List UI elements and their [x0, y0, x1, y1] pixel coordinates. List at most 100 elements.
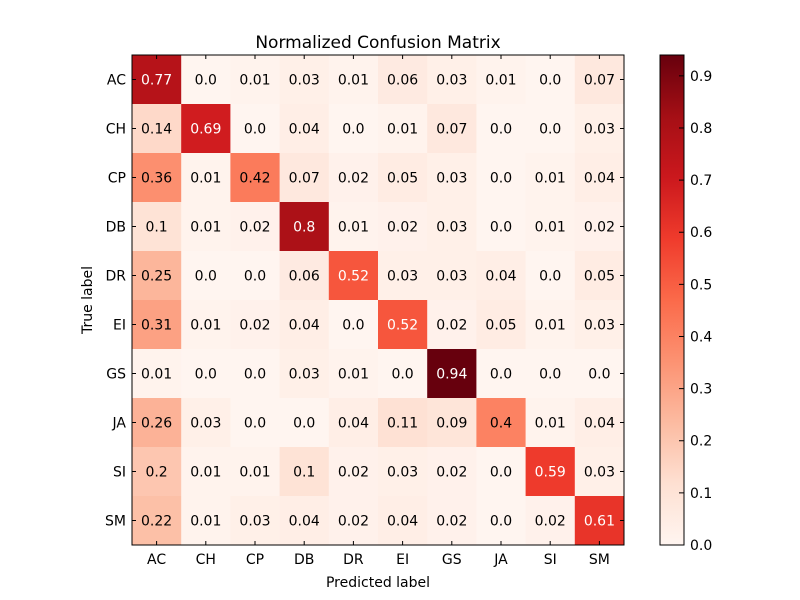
cell-value-label: 0.36: [141, 171, 172, 187]
heatmap-cell: [427, 104, 477, 154]
heatmap-cell: [427, 251, 477, 301]
heatmap-cell: [230, 55, 281, 105]
heatmap-cell: [476, 496, 527, 546]
cell-value-label: 0.03: [584, 318, 615, 334]
cell-value-label: 0.4: [490, 416, 512, 432]
cell-value-label: 0.03: [436, 220, 467, 236]
heatmap-cell: [427, 300, 477, 350]
cell-value-label: 0.01: [190, 171, 221, 187]
heatmap-cell: [476, 300, 527, 350]
cell-value-label: 0.01: [535, 416, 566, 432]
colorbar-ticks: 0.0 0.1 0.2 0.3 0.4 0.5 0.6 0.7 0.8 0.9: [679, 69, 712, 554]
cell-value-label: 0.01: [338, 367, 369, 383]
heatmap-cell: [328, 202, 379, 252]
heatmap-cell: [230, 202, 281, 252]
cell-value-label: 0.0: [490, 367, 512, 383]
cell-value-label: 0.01: [239, 73, 270, 89]
x-tick-label: CH: [196, 552, 216, 568]
cell-value-label: 0.06: [387, 73, 418, 89]
cell-value-label: 0.0: [588, 367, 610, 383]
colorbar-tick-label: 0.2: [690, 434, 712, 450]
y-tick-label: CP: [108, 171, 126, 187]
heatmap-cell: [328, 153, 379, 203]
heatmap-cell: [525, 104, 576, 154]
cell-value-label: 0.03: [387, 269, 418, 285]
cell-value-label: 0.0: [195, 269, 217, 285]
colorbar-tick-label: 0.8: [690, 121, 712, 137]
heatmap-cell: [230, 300, 281, 350]
heatmap-cell: [427, 55, 477, 105]
heatmap-cell: [230, 104, 281, 154]
heatmap-cell: [378, 55, 428, 105]
cell-value-label: 0.0: [539, 73, 561, 89]
heatmap-cell: [378, 153, 428, 203]
heatmap-cell: [525, 153, 576, 203]
y-tick-label: DR: [105, 269, 126, 285]
heatmap-cell: [132, 202, 182, 252]
heatmap-cell: [476, 153, 527, 203]
heatmap-cell: [525, 398, 576, 448]
heatmap-cell: [181, 202, 231, 252]
heatmap-cell: [574, 104, 625, 154]
x-tick-label: JA: [493, 552, 508, 568]
cell-value-label: 0.03: [190, 416, 221, 432]
cell-value-label: 0.07: [289, 171, 320, 187]
cell-value-label: 0.03: [239, 514, 270, 530]
cell-value-label: 0.0: [244, 416, 266, 432]
cell-value-label: 0.0: [195, 367, 217, 383]
plot-frame: [131, 54, 625, 546]
cell-value-label: 0.02: [338, 465, 369, 481]
cell-value-label: 0.02: [239, 318, 270, 334]
heatmap-cell: [230, 447, 281, 497]
y-tick-label: SM: [105, 514, 126, 530]
cell-value-label: 0.1: [145, 220, 167, 236]
heatmap-cell: [328, 300, 379, 350]
y-axis-label: True label: [80, 266, 96, 335]
cell-value-label: 0.07: [436, 122, 467, 138]
heatmap-cell: [328, 447, 379, 497]
x-tick-label: SI: [544, 552, 557, 568]
cell-value-label: 0.01: [535, 171, 566, 187]
cell-value-label: 0.04: [387, 514, 418, 530]
heatmap-cell: [525, 202, 576, 252]
heatmap-cell: [328, 349, 379, 399]
heatmap-cell: [230, 153, 281, 203]
heatmap-cell: [328, 398, 379, 448]
cell-value-label: 0.01: [190, 514, 221, 530]
heatmap-cell: [378, 300, 428, 350]
heatmap-cell: [132, 251, 182, 301]
cell-value-label: 0.8: [293, 220, 315, 236]
cell-value-label: 0.0: [342, 122, 364, 138]
cell-value-label: 0.61: [584, 514, 615, 530]
cell-value-label: 0.02: [436, 465, 467, 481]
cell-value-label: 0.02: [338, 514, 369, 530]
cell-value-label: 0.01: [190, 220, 221, 236]
cell-value-label: 0.03: [289, 73, 320, 89]
heatmap-cell: [574, 398, 625, 448]
cell-value-label: 0.01: [535, 220, 566, 236]
x-tick-label: GS: [442, 552, 462, 568]
cell-value-label: 0.22: [141, 514, 172, 530]
x-axis-label: Predicted label: [326, 575, 430, 591]
y-tick-label: GS: [106, 367, 126, 383]
cell-value-label: 0.03: [436, 73, 467, 89]
heatmap-cell: [378, 349, 428, 399]
heatmap-cell: [378, 398, 428, 448]
cell-value-label: 0.0: [342, 318, 364, 334]
heatmap-cell: [476, 55, 527, 105]
cell-value-label: 0.0: [490, 465, 512, 481]
cell-value-label: 0.0: [244, 122, 266, 138]
cell-value-label: 0.03: [584, 122, 615, 138]
colorbar-tick-label: 0.3: [690, 382, 712, 398]
heatmap-cell-labels: 0.77 0.0 0.01 0.03 0.01 0.06 0.03 0.01 0.0 0.07 0.…: [141, 73, 615, 530]
cell-value-label: 0.01: [190, 318, 221, 334]
cell-value-label: 0.31: [141, 318, 172, 334]
cell-value-label: 0.04: [584, 171, 615, 187]
cell-value-label: 0.0: [490, 220, 512, 236]
heatmap-cell: [230, 251, 281, 301]
heatmap-cell: [378, 496, 428, 546]
heatmap-cell: [525, 55, 576, 105]
heatmap-cell: [476, 447, 527, 497]
cell-value-label: 0.0: [539, 269, 561, 285]
